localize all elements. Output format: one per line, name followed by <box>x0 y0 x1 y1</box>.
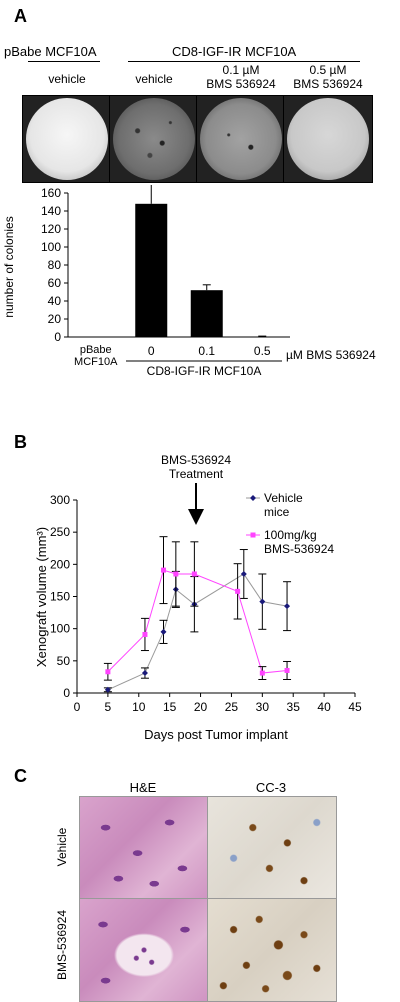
data-point <box>161 568 166 573</box>
histology-he-vehicle <box>79 796 209 900</box>
bar-category-label: pBabe <box>80 344 112 356</box>
line-xtick-label: 10 <box>132 700 146 714</box>
line-ytick-label: 50 <box>57 654 71 668</box>
xenograft-line-chart: BMS-536924 Treatment Xenograft volume (m… <box>0 445 400 760</box>
bar <box>135 204 167 337</box>
bar-chart-ylabel: number of colonies <box>2 216 16 317</box>
data-point <box>173 571 178 576</box>
legend-label: Vehicle <box>264 491 303 505</box>
bar-ytick-label: 20 <box>48 312 62 326</box>
treatment-arrow-head <box>188 509 204 525</box>
histology-cc3-vehicle <box>207 796 337 900</box>
bar-category-label: 0 <box>148 344 155 358</box>
bar-group-label: CD8-IGF-IR MCF10A <box>147 364 262 375</box>
col-header-cc3: CC-3 <box>207 780 335 795</box>
data-point <box>160 629 166 635</box>
colony-bar-chart: number of colonies 0 20 40 60 80 100 120 140 160… <box>0 185 400 375</box>
data-point <box>235 589 240 594</box>
row-label-vehicle: Vehicle <box>55 792 69 902</box>
bar-ytick-label: 100 <box>41 240 61 254</box>
dish-image-pbabe-vehicle <box>22 95 112 183</box>
line-xtick-label: 35 <box>287 700 301 714</box>
line-xtick-label: 15 <box>163 700 177 714</box>
bar-category-label: 0.5 <box>254 344 271 358</box>
bar-ytick-label: 60 <box>48 276 62 290</box>
cd8-group-line <box>128 61 360 62</box>
series-line <box>108 570 287 673</box>
histology-cc3-bms <box>207 898 337 1002</box>
histology-he-bms <box>79 898 209 1002</box>
panel-c-letter: C <box>14 766 27 787</box>
bar-x-unit-label: µM BMS 536924 <box>286 348 376 362</box>
line-xtick-label: 0 <box>74 700 81 714</box>
bar-ytick-label: 0 <box>54 330 61 344</box>
legend-marker <box>250 495 256 501</box>
data-point <box>284 603 290 609</box>
data-point <box>105 669 110 674</box>
col-header-he: H&E <box>79 780 207 795</box>
treatment-annotation-line1: BMS-536924 <box>161 453 231 467</box>
legend-label: mice <box>264 505 290 519</box>
pbabe-group-label: pBabe MCF10A <box>4 44 97 59</box>
line-ytick-label: 100 <box>50 622 70 636</box>
bar-category-label: 0.1 <box>198 344 215 358</box>
cd8-group-label: CD8-IGF-IR MCF10A <box>172 44 296 59</box>
legend-label: 100mg/kg <box>264 528 317 542</box>
data-point <box>285 668 290 673</box>
data-point <box>142 670 148 676</box>
data-point <box>142 632 147 637</box>
line-ytick-label: 250 <box>50 525 70 539</box>
bar-ytick-label: 40 <box>48 294 62 308</box>
line-xtick-label: 5 <box>105 700 112 714</box>
data-point <box>259 599 265 605</box>
line-ytick-label: 300 <box>50 493 70 507</box>
legend-marker <box>251 533 256 538</box>
line-ytick-label: 150 <box>50 590 70 604</box>
pbabe-group-line <box>28 61 100 62</box>
bar-ytick-label: 80 <box>48 258 62 272</box>
line-xtick-label: 40 <box>317 700 331 714</box>
bar-category-label: MCF10A <box>74 356 118 368</box>
data-point <box>260 671 265 676</box>
line-chart-xlabel: Days post Tumor implant <box>144 727 288 742</box>
bar <box>191 290 223 337</box>
line-xtick-label: 20 <box>194 700 208 714</box>
bar-ytick-label: 120 <box>41 222 61 236</box>
line-ytick-label: 0 <box>63 686 70 700</box>
treatment-annotation-line2: Treatment <box>169 467 224 481</box>
legend-label: BMS-536924 <box>264 542 334 556</box>
dish-image-cd8-0-5uM <box>283 95 373 183</box>
bar-ytick-label: 140 <box>41 204 61 218</box>
line-chart-ylabel: Xenograft volume (mm³) <box>34 527 49 667</box>
row-label-bms: BMS-536924 <box>55 890 69 1000</box>
bar-ytick-label: 160 <box>41 186 61 200</box>
data-point <box>241 571 247 577</box>
dish-label-2: vehicle <box>109 72 199 86</box>
dish-image-cd8-vehicle <box>109 95 199 183</box>
data-point <box>192 571 197 576</box>
line-ytick-label: 200 <box>50 557 70 571</box>
line-xtick-label: 25 <box>225 700 239 714</box>
dish-image-cd8-0-1uM <box>196 95 286 183</box>
line-xtick-label: 30 <box>256 700 270 714</box>
line-xtick-label: 45 <box>348 700 362 714</box>
dish-label-1: vehicle <box>22 72 112 86</box>
panel-a-letter: A <box>14 6 27 27</box>
